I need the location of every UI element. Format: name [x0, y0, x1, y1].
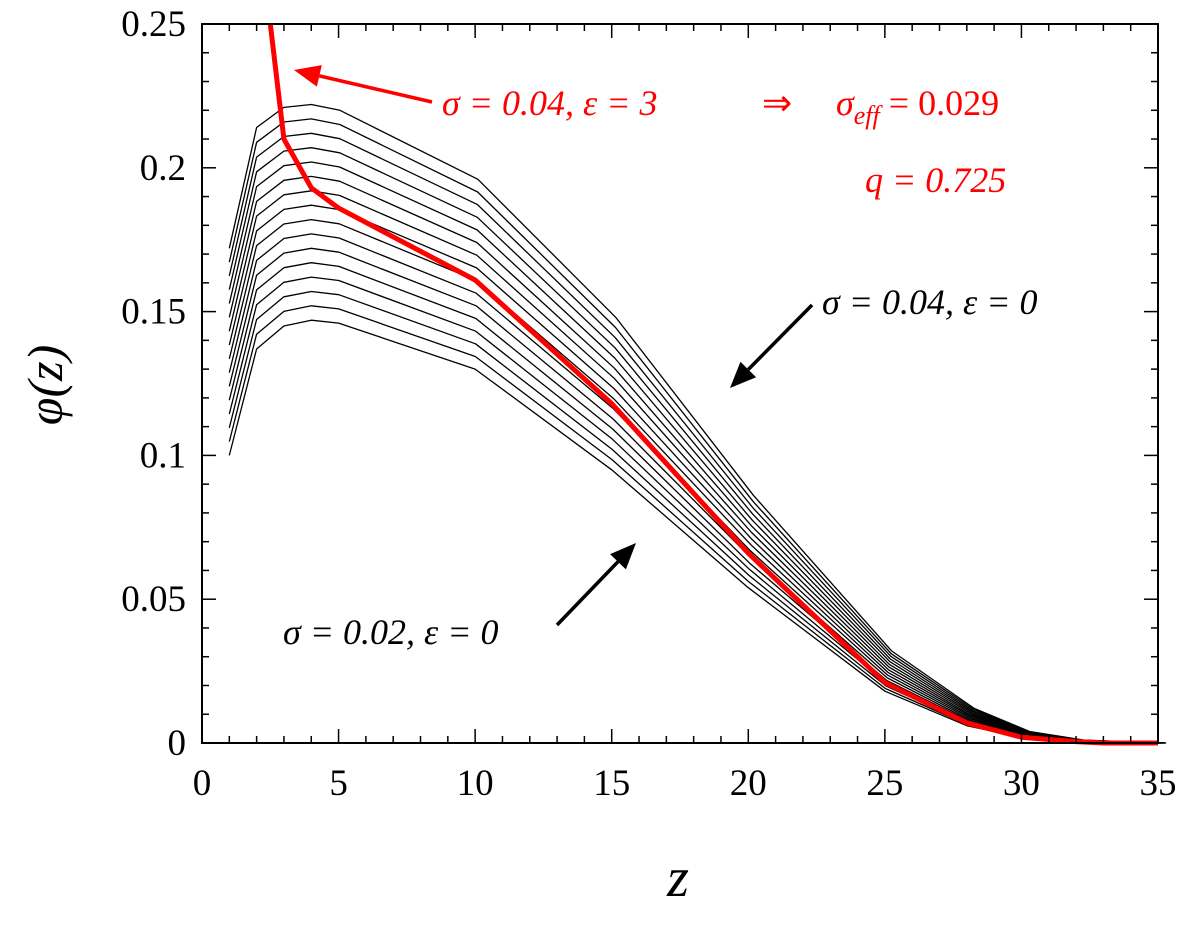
x-tick-label: 15: [593, 763, 630, 804]
annotation-arrows: [294, 65, 814, 627]
series-line-black: [228, 103, 1167, 744]
y-tick-label: 0.05: [121, 579, 186, 620]
x-tick-label: 30: [1003, 763, 1040, 804]
annotation-black-top: σ = 0.04, ε = 0: [822, 282, 1038, 322]
series-line-black: [228, 190, 1163, 744]
annotation-red-q: q = 0.725: [865, 160, 1006, 200]
arrow-black-top: [730, 303, 814, 388]
annotation-red-implies: ⇒: [762, 83, 792, 123]
x-tick-label: 5: [329, 763, 348, 804]
y-axis-label: φ(z): [17, 345, 73, 425]
x-tick-label: 35: [1140, 763, 1177, 804]
annotation-red-params: σ = 0.04, ε = 3: [442, 83, 658, 123]
series-line-black: [228, 161, 1165, 744]
y-tick-label: 0: [168, 723, 187, 764]
series-line-black: [228, 319, 1159, 744]
annotation-red-sigma-symbol: σ: [836, 83, 855, 123]
x-axis-label: z: [666, 847, 689, 909]
annotation-black-bottom: σ = 0.02, ε = 0: [283, 612, 499, 652]
x-tick-label: 25: [866, 763, 903, 804]
annotation-red-eff-subscript: eff: [854, 101, 884, 130]
annotation-red-line1: σ = 0.04, ε = 3: [442, 83, 658, 123]
x-tick-label: 0: [193, 763, 212, 804]
y-tick-label: 0.15: [121, 292, 186, 333]
curves-layer: [228, 23, 1167, 746]
ticks-layer: [201, 23, 1159, 744]
y-tick-label: 0.25: [121, 4, 186, 45]
series-line-black: [228, 262, 1161, 744]
x-tick-label: 10: [457, 763, 494, 804]
annotation-red-eff-value: = 0.029: [880, 83, 999, 123]
x-tick-label: 20: [730, 763, 767, 804]
annotation-red-sigma-eff: σeff = 0.029: [836, 83, 999, 130]
series-line-black: [228, 276, 1160, 744]
arrow-black-bottom: [555, 543, 636, 627]
arrow-red: [294, 65, 433, 104]
y-tick-label: 0.2: [140, 148, 186, 189]
tick-labels-layer: 0 5 10 15 20 25 30 35 0 0.05 0.1 0.15 0.2 0.25: [121, 4, 1176, 804]
plot-frame: [201, 23, 1159, 744]
y-tick-label: 0.1: [140, 435, 186, 476]
series-line-black: [228, 175, 1164, 744]
